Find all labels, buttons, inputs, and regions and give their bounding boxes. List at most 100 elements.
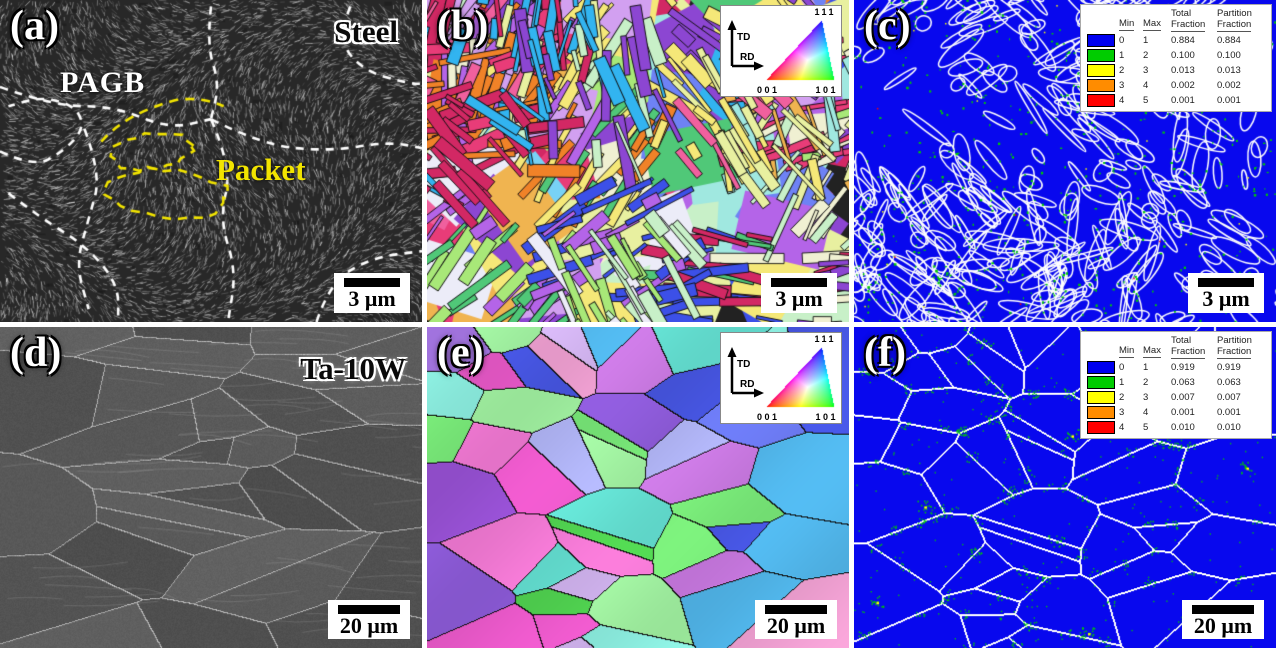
td-axis-label: TD: [737, 32, 750, 43]
kam-legend-table-c: Min Max Total Fraction Partition Fraction …: [1080, 4, 1272, 112]
legend-swatch: [1087, 49, 1115, 62]
scale-bar-line: [771, 278, 827, 288]
legend-cell-partition: 0.002: [1217, 80, 1241, 91]
legend-cell-total: 0.100: [1171, 50, 1195, 61]
legend-cell-partition: 0.001: [1217, 95, 1241, 106]
legend-cell-min: 2: [1119, 65, 1125, 76]
legend-swatch: [1087, 79, 1115, 92]
panel-c-kam-steel: (c) Min Max Total Fraction Partition Fract…: [854, 0, 1276, 322]
packet-annotation: Packet: [216, 152, 306, 187]
panel-d-tag: (d): [10, 329, 62, 376]
legend-swatch: [1087, 94, 1115, 107]
miller-index-111: 111: [814, 333, 836, 344]
legend-cell-total: 0.007: [1171, 391, 1195, 403]
scale-bar-d: 20 μm: [328, 599, 410, 639]
legend-cell-partition: 0.100: [1217, 50, 1241, 61]
legend-swatch: [1087, 420, 1115, 434]
legend-header-total-fraction: Total Fraction: [1171, 8, 1206, 32]
legend-cell-max: 1: [1143, 361, 1149, 373]
legend-cell-min: 2: [1119, 391, 1125, 403]
kam-legend-table-f: Min Max Total Fraction Partition Fraction …: [1080, 330, 1272, 439]
legend-header-max: Max: [1143, 18, 1161, 31]
td-axis-label: TD: [737, 359, 750, 370]
legend-cell-min: 4: [1119, 95, 1125, 106]
material-label-steel: Steel: [334, 14, 398, 49]
panel-f-kam-ta10w: (f) Min Max Total Fraction Partition Fract…: [854, 326, 1276, 648]
panel-c-tag: (c): [864, 3, 911, 49]
panel-d-sem-image: [0, 326, 422, 648]
scale-bar-a: 3 μm: [334, 273, 410, 313]
ipf-stereographic-triangle: [765, 19, 835, 81]
ipf-stereographic-triangle: [765, 345, 835, 408]
legend-cell-min: 0: [1119, 361, 1125, 373]
legend-cell-total: 0.010: [1171, 421, 1195, 433]
legend-cell-partition: 0.007: [1217, 391, 1241, 403]
scale-bar-label: 3 μm: [348, 286, 396, 312]
scale-bar-label: 3 μm: [1202, 286, 1250, 312]
legend-cell-total: 0.884: [1171, 35, 1195, 46]
legend-cell-max: 2: [1143, 50, 1149, 61]
legend-cell-partition: 0.063: [1217, 376, 1241, 388]
legend-cell-total: 0.013: [1171, 65, 1195, 76]
miller-index-101: 101: [815, 411, 838, 422]
legend-header-min: Min: [1119, 344, 1135, 358]
legend-cell-max: 3: [1143, 65, 1149, 76]
panel-e-tag: (e): [437, 329, 484, 376]
panel-f-tag: (f): [864, 329, 906, 376]
legend-cell-max: 2: [1143, 376, 1149, 388]
scale-bar-c: 3 μm: [1188, 273, 1264, 313]
legend-cell-max: 5: [1143, 421, 1149, 433]
material-label-ta10w: Ta-10W: [300, 350, 406, 386]
legend-swatch: [1087, 360, 1115, 374]
legend-cell-partition: 0.013: [1217, 65, 1241, 76]
legend-header-partition-fraction: Partition Fraction: [1217, 334, 1252, 359]
legend-header-spacer: [1087, 9, 1119, 31]
miller-index-101: 101: [815, 85, 838, 95]
panel-e-ipf-ta10w: (e) TD RD 111 001 101 20 μm: [427, 326, 849, 648]
legend-cell-partition: 0.919: [1217, 361, 1241, 373]
sample-axes: TD RD: [727, 20, 764, 71]
scale-bar-line: [1198, 278, 1254, 288]
scale-bar-line: [1192, 604, 1254, 614]
legend-cell-min: 4: [1119, 421, 1125, 433]
scale-bar-label: 20 μm: [1193, 612, 1253, 638]
scale-bar-label: 3 μm: [775, 286, 823, 312]
panel-a-sem-image: [0, 0, 422, 322]
scale-bar-label: 20 μm: [766, 612, 826, 638]
scale-bar-line: [344, 278, 400, 288]
legend-swatch: [1087, 390, 1115, 404]
legend-cell-partition: 0.010: [1217, 421, 1241, 433]
legend-cell-total: 0.919: [1171, 361, 1195, 373]
legend-cell-max: 4: [1143, 406, 1149, 418]
legend-cell-partition: 0.001: [1217, 406, 1241, 418]
panel-a-sem-steel: (a) Steel PAGB Packet 3 μm: [0, 0, 422, 322]
legend-cell-min: 1: [1119, 376, 1125, 388]
legend-header-spacer: [1087, 336, 1119, 358]
panel-b-tag: (b): [437, 3, 489, 49]
legend-cell-total: 0.063: [1171, 376, 1195, 388]
legend-header-total-fraction: Total Fraction: [1171, 334, 1206, 359]
legend-cell-min: 1: [1119, 50, 1125, 61]
legend-header-min: Min: [1119, 18, 1135, 31]
legend-cell-max: 1: [1143, 35, 1149, 46]
legend-cell-max: 4: [1143, 80, 1149, 91]
miller-index-001: 001: [757, 411, 780, 422]
sample-axes: TD RD: [727, 346, 764, 397]
legend-cell-max: 5: [1143, 95, 1149, 106]
legend-header-max: Max: [1143, 344, 1161, 358]
panel-d-sem-ta10w: (d) Ta-10W 20 μm: [0, 326, 422, 648]
pagb-annotation: PAGB: [60, 66, 146, 99]
panel-b-ipf-steel: (b) TD RD 111 001 101 3 μm: [427, 0, 849, 322]
scale-bar-line: [765, 604, 827, 614]
scale-bar-f: 20 μm: [1182, 599, 1264, 639]
rd-axis-label: RD: [740, 379, 754, 390]
scale-bar-line: [338, 604, 400, 614]
legend-swatch: [1087, 34, 1115, 47]
rd-axis-label: RD: [740, 52, 754, 63]
ipf-color-key-inset: TD RD 111 001 101: [720, 5, 842, 97]
legend-swatch: [1087, 375, 1115, 389]
legend-cell-total: 0.001: [1171, 95, 1195, 106]
legend-cell-min: 3: [1119, 406, 1125, 418]
scale-bar-label: 20 μm: [339, 612, 399, 638]
